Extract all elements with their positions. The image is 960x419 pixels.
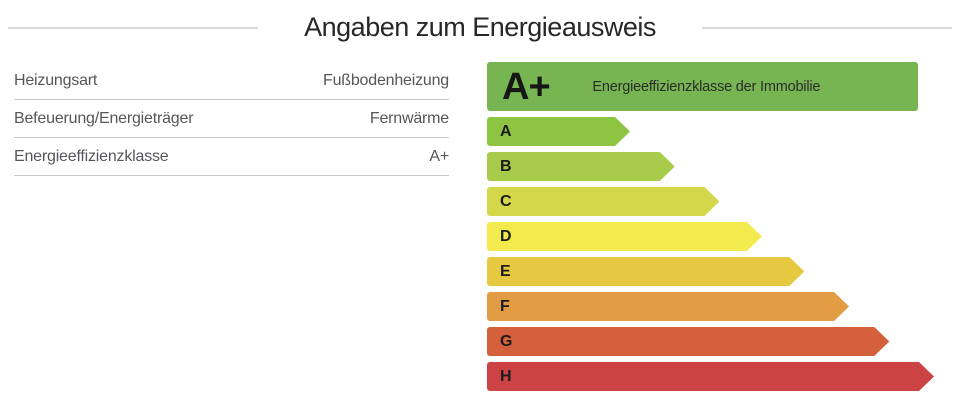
class-letter: G <box>500 332 513 350</box>
divider-line-right <box>701 26 953 29</box>
class-letter: F <box>500 297 510 315</box>
class-letter: C <box>500 192 512 210</box>
energy-bar-h: H <box>487 362 934 391</box>
row-value: Fußbodenheizung <box>323 71 449 89</box>
energy-bar-d: D <box>487 222 762 251</box>
energy-bar-b: B <box>487 152 675 181</box>
class-letter: E <box>500 262 511 280</box>
class-letter: B <box>500 157 512 175</box>
table-row: Befeuerung/Energieträger Fernwärme <box>14 100 449 138</box>
energy-bar-a: A <box>487 117 630 146</box>
row-value: Fernwärme <box>369 109 449 127</box>
page-title: Angaben zum Energieausweis <box>304 12 656 42</box>
energy-bar-c: C <box>487 187 719 216</box>
energy-details-table: Heizungsart Fußbodenheizung Befeuerung/E… <box>14 62 449 176</box>
energy-efficiency-chart: A+ Energieeffizienzklasse der Immobilie … <box>487 62 934 391</box>
row-label: Energieeffizienzklasse <box>14 147 169 165</box>
class-letter: A <box>500 122 512 140</box>
selected-class-bar: A+ Energieeffizienzklasse der Immobilie <box>487 62 918 111</box>
row-label: Befeuerung/Energieträger <box>14 109 194 127</box>
chart-title: Energieeffizienzklasse der Immobilie <box>592 78 821 95</box>
class-letter: H <box>500 367 512 385</box>
selected-class-label: A+ <box>502 65 551 108</box>
row-label: Heizungsart <box>14 71 98 89</box>
energy-bar-e: E <box>487 257 804 286</box>
energy-bar-f: F <box>487 292 849 321</box>
energy-bar-g: G <box>487 327 889 356</box>
divider-line-left <box>8 26 259 29</box>
table-row: Heizungsart Fußbodenheizung <box>14 62 449 100</box>
row-value: A+ <box>429 147 449 165</box>
class-letter: D <box>500 227 512 245</box>
table-row: Energieeffizienzklasse A+ <box>14 138 449 176</box>
page-header: Angaben zum Energieausweis <box>8 12 953 43</box>
